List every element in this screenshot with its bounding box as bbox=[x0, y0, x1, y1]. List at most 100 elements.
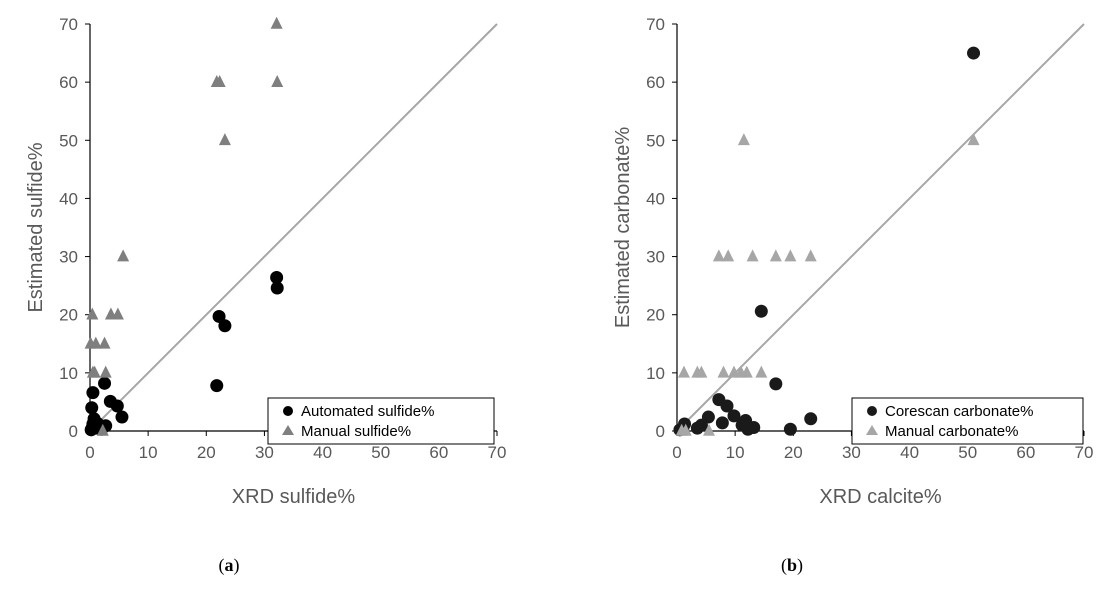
chart-b-data-point-circle bbox=[967, 46, 981, 60]
chart-a-series-circles bbox=[84, 271, 284, 437]
chart-a-x-tick-label: 60 bbox=[429, 443, 448, 462]
chart-a-data-point-triangle bbox=[117, 249, 130, 262]
chart-a-data-point-triangle bbox=[88, 365, 101, 378]
chart-b-legend-box bbox=[851, 397, 1084, 445]
chart-a-legend-label: Automated sulfide% bbox=[301, 403, 434, 420]
chart-a-data-point-circle bbox=[85, 401, 99, 415]
chart-a-y-axis-title: Estimated sulfide% bbox=[25, 142, 47, 312]
chart-b-y-tick-label: 40 bbox=[646, 189, 665, 208]
chart-a-x-tick-label: 30 bbox=[255, 443, 274, 462]
scatter-chart-b: 00 10 10 20 20 30 30 40 40 50 50 60 60 70 70 XRD calcit… bbox=[612, 15, 1094, 508]
chart-b-series-circles bbox=[673, 46, 981, 437]
chart-b-x-axis-title: XRD calcite% bbox=[819, 486, 941, 508]
chart-a-y-tick-label: 10 bbox=[59, 364, 78, 383]
chart-a-data-point-circle bbox=[98, 376, 112, 390]
chart-b-data-point-triangle bbox=[804, 249, 817, 262]
chart-a-data-point-circle bbox=[115, 410, 129, 424]
chart-b-data-point-circle bbox=[720, 399, 734, 413]
chart-b-x-tick-label: 50 bbox=[958, 443, 977, 462]
chart-b-x-tick-label: 70 bbox=[1075, 443, 1094, 462]
chart-a-legend-box bbox=[267, 397, 495, 445]
chart-b-data-point-triangle bbox=[967, 133, 980, 146]
chart-a-x-tick-label: 70 bbox=[488, 443, 507, 462]
chart-a-y-tick-label: 60 bbox=[59, 73, 78, 92]
chart-a-data-point-circle bbox=[86, 386, 100, 400]
chart-a-legend-marker-triangle bbox=[282, 425, 294, 435]
chart-a-data-point-circle bbox=[212, 309, 226, 323]
chart-a-data-point-circle bbox=[270, 281, 284, 295]
chart-b-data-point-triangle bbox=[702, 423, 715, 436]
chart-a-series-triangles bbox=[84, 16, 284, 436]
chart-a-y-tick-label: 20 bbox=[59, 306, 78, 325]
chart-b-y-tick-label: 30 bbox=[646, 248, 665, 267]
chart-b-x-tick-label: 60 bbox=[1016, 443, 1035, 462]
chart-a-legend-marker-circle bbox=[283, 406, 293, 416]
chart-b-x-tick-label: 40 bbox=[900, 443, 919, 462]
chart-b-data-point-triangle bbox=[677, 365, 690, 378]
chart-b-data-point-triangle bbox=[712, 249, 725, 262]
chart-a-y-tick-label: 0 bbox=[69, 422, 78, 441]
chart-panel-b: 0 0 10 10 20 20 30 30 40 40 50 50 60 60 70 70 XRD calcit… bbox=[580, 0, 1100, 594]
chart-b-data-point-triangle bbox=[695, 365, 708, 378]
caption-b-letter: b bbox=[786, 555, 797, 575]
chart-b-x-tick-label: 20 bbox=[784, 443, 803, 462]
chart-b-data-point-triangle bbox=[679, 423, 692, 436]
chart-a-data-point-circle bbox=[210, 379, 224, 393]
chart-b-legend-marker-circle bbox=[867, 406, 877, 416]
chart-a-data-point-triangle bbox=[86, 307, 99, 320]
caption-a-letter: a bbox=[224, 555, 234, 575]
chart-a-data-point-triangle bbox=[98, 336, 111, 349]
chart-a-data-point-circle bbox=[218, 319, 232, 333]
chart-a-x-tick-label: 40 bbox=[313, 443, 332, 462]
chart-b-legend-marker-triangle bbox=[866, 425, 878, 435]
chart-b-data-point-circle bbox=[715, 416, 729, 430]
chart-a-x-tick-label: 0 bbox=[85, 443, 94, 462]
chart-b-data-point-triangle bbox=[717, 365, 730, 378]
chart-b-x-tick-label: 10 bbox=[726, 443, 745, 462]
chart-b-data-point-circle bbox=[754, 304, 768, 318]
chart-b-data-point-circle bbox=[783, 422, 797, 436]
chart-b-legend-label: Manual carbonate% bbox=[885, 423, 1018, 440]
chart-b-data-point-circle bbox=[727, 409, 741, 423]
scatter-chart-a: 00 10 10 20 20 30 30 40 40 50 50 60 60 70 70 XRD sulfid… bbox=[25, 15, 507, 508]
chart-a-data-point-triangle bbox=[271, 74, 284, 87]
chart-b-data-point-triangle bbox=[746, 249, 759, 262]
chart-a-y-tick-label: 30 bbox=[59, 248, 78, 267]
chart-b-x-tick-label: 0 bbox=[672, 443, 681, 462]
chart-a-data-point-triangle bbox=[96, 423, 109, 436]
chart-b-y-tick-label: 20 bbox=[646, 306, 665, 325]
chart-a-reference-line bbox=[89, 23, 498, 432]
chart-b-data-point-circle bbox=[701, 410, 715, 424]
chart-b-data-point-circle bbox=[747, 421, 761, 435]
chart-panel-a: 0 0 10 10 20 20 30 30 40 40 50 50 60 60 70 70 XRD sulfid… bbox=[0, 0, 540, 594]
chart-b-y-tick-label: 70 bbox=[646, 15, 665, 34]
chart-a-x-tick-label: 10 bbox=[139, 443, 158, 462]
chart-a-data-point-circle bbox=[110, 399, 124, 413]
chart-b-legend: Corescan carbonate% Manual carbonate% bbox=[851, 397, 1084, 445]
chart-b-data-point-circle bbox=[769, 377, 783, 391]
chart-b-y-axis-title: Estimated carbonate% bbox=[612, 127, 634, 328]
chart-a-legend: Automated sulfide% Manual sulfide% bbox=[267, 397, 495, 445]
chart-a-legend-label: Manual sulfide% bbox=[301, 423, 411, 440]
chart-b-reference-line bbox=[676, 23, 1085, 432]
chart-a-x-axis-title: XRD sulfide% bbox=[232, 486, 356, 508]
chart-b-y-tick-label: 10 bbox=[646, 364, 665, 383]
chart-a-data-point-triangle bbox=[89, 336, 102, 349]
chart-b-x-tick-label: 30 bbox=[842, 443, 861, 462]
chart-b-data-point-circle bbox=[804, 412, 818, 426]
chart-b-y-tick-label: 60 bbox=[646, 73, 665, 92]
chart-b-data-point-triangle bbox=[740, 365, 753, 378]
chart-a-data-point-triangle bbox=[270, 16, 283, 29]
chart-b-y-tick-label: 0 bbox=[656, 422, 665, 441]
chart-b-data-point-triangle bbox=[769, 249, 782, 262]
chart-b-series-triangles bbox=[675, 133, 980, 436]
caption-b: (b) bbox=[780, 555, 803, 575]
chart-a-data-point-triangle bbox=[218, 133, 231, 146]
chart-b-y-tick-label: 50 bbox=[646, 131, 665, 150]
chart-b-legend-label: Corescan carbonate% bbox=[885, 403, 1033, 420]
caption-a: (a) bbox=[218, 555, 240, 575]
chart-a-data-point-triangle bbox=[111, 307, 124, 320]
chart-a-data-point-triangle bbox=[213, 74, 226, 87]
chart-b-data-point-triangle bbox=[784, 249, 797, 262]
chart-b-data-point-triangle bbox=[737, 133, 750, 146]
